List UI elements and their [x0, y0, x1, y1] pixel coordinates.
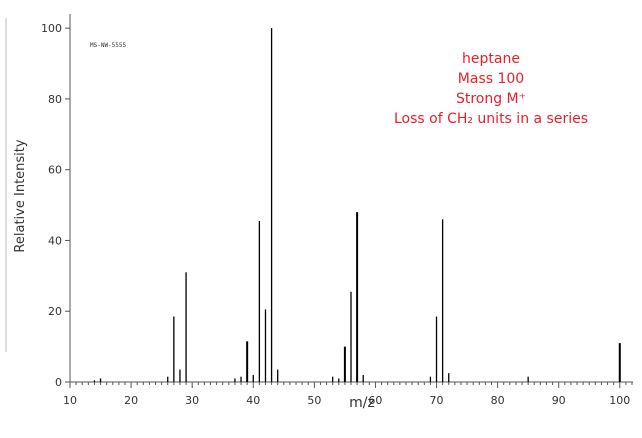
y-tick-label: 60: [48, 164, 62, 177]
spectrum-bars: [93, 28, 621, 382]
x-tick-label: 90: [552, 394, 566, 407]
spectrum-id-label: MS-NW-5555: [90, 42, 127, 49]
x-tick-label: 20: [124, 394, 138, 407]
x-axis-title: m/z: [349, 395, 375, 411]
x-tick-label: 80: [491, 394, 505, 407]
y-axis-ticks: 0 20 40 60 80 100: [41, 22, 70, 389]
y-tick-label: 100: [41, 22, 62, 35]
y-tick-label: 0: [55, 376, 62, 389]
annotation-line: Mass 100: [458, 71, 524, 87]
x-axis-ticks: 10 20 30 40 50 60 70 80 90 100: [63, 382, 633, 407]
y-axis-title: Relative Intensity: [13, 139, 28, 252]
x-tick-label: 10: [63, 394, 77, 407]
x-tick-label: 50: [307, 394, 321, 407]
y-tick-label: 40: [48, 234, 62, 247]
x-tick-label: 70: [430, 394, 444, 407]
y-tick-label: 20: [48, 305, 62, 318]
x-tick-label: 30: [185, 394, 199, 407]
annotation-line: Loss of CH₂ units in a series: [394, 111, 588, 127]
annotation-block: heptane Mass 100 Strong M⁺ Loss of CH₂ unit…: [394, 51, 588, 127]
annotation-line: Strong M⁺: [456, 91, 526, 107]
annotation-line: heptane: [462, 51, 520, 67]
y-tick-label: 80: [48, 93, 62, 106]
x-tick-label: 40: [246, 394, 260, 407]
x-tick-label: 100: [609, 394, 630, 407]
x-tick-label: 60: [368, 394, 382, 407]
